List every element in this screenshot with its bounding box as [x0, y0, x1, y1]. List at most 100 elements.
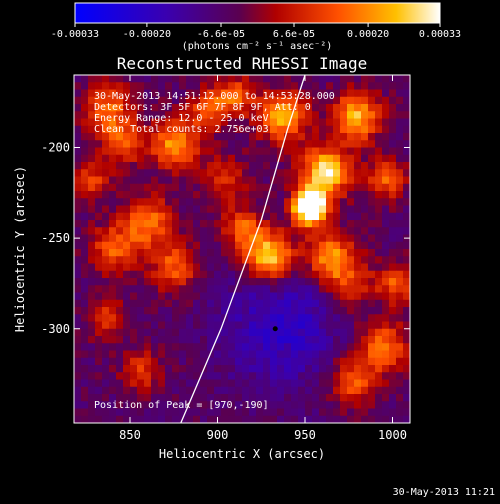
heatmap-cell	[88, 118, 96, 127]
heatmap-cell	[284, 256, 292, 265]
heatmap-cell	[256, 205, 264, 214]
heatmap-cell	[305, 263, 313, 272]
heatmap-cell	[137, 82, 145, 91]
heatmap-cell	[277, 314, 285, 323]
heatmap-cell	[151, 176, 159, 185]
heatmap-cell	[326, 125, 334, 134]
heatmap-cell	[361, 191, 369, 199]
heatmap-cell	[361, 111, 369, 120]
footer-timestamp: 30-May-2013 11:21	[393, 487, 495, 498]
heatmap-cell	[193, 350, 201, 359]
heatmap-cell	[284, 82, 292, 91]
heatmap-cell	[305, 350, 313, 359]
heatmap-cell	[95, 263, 103, 272]
heatmap-cell	[123, 133, 131, 141]
heatmap-cell	[361, 198, 369, 207]
heatmap-cell	[95, 104, 103, 112]
heatmap-cell	[396, 357, 404, 366]
heatmap-cell	[228, 89, 236, 98]
heatmap-cell	[298, 278, 306, 286]
heatmap-cell	[151, 191, 159, 199]
heatmap-cell	[221, 96, 229, 105]
heatmap-cell	[312, 386, 320, 395]
heatmap-cell	[74, 147, 82, 156]
heatmap-cell	[116, 205, 124, 214]
heatmap-cell	[179, 365, 187, 373]
heatmap-cell	[375, 198, 383, 207]
heatmap-cell	[81, 343, 89, 352]
heatmap-cell	[207, 379, 215, 388]
heatmap-cell	[130, 104, 138, 112]
heatmap-cell	[270, 154, 278, 163]
heatmap-cell	[347, 227, 355, 236]
heatmap-cell	[291, 227, 299, 236]
heatmap-cell	[151, 314, 159, 323]
heatmap-cell	[165, 133, 173, 141]
heatmap-cell	[333, 299, 341, 308]
heatmap-cell	[403, 118, 410, 127]
heatmap-cell	[221, 379, 229, 388]
heatmap-cell	[165, 176, 173, 185]
heatmap-cell	[361, 75, 369, 83]
heatmap-cell	[298, 220, 306, 228]
heatmap-cell	[186, 408, 194, 417]
heatmap-cell	[165, 299, 173, 308]
heatmap-cell	[249, 328, 257, 337]
heatmap-cell	[74, 176, 82, 185]
heatmap-cell	[130, 227, 138, 236]
heatmap-cell	[109, 415, 117, 423]
heatmap-cell	[165, 292, 173, 301]
heatmap-cell	[81, 336, 89, 344]
heatmap-cell	[361, 183, 369, 192]
heatmap-cell	[256, 292, 264, 301]
heatmap-cell	[179, 372, 187, 381]
heatmap-cell	[186, 350, 194, 359]
heatmap-cell	[172, 162, 180, 170]
heatmap-cell	[361, 299, 369, 308]
heatmap-cell	[116, 234, 124, 243]
heatmap-cell	[277, 386, 285, 395]
heatmap-cell	[326, 270, 334, 279]
heatmap-cell	[263, 365, 271, 373]
heatmap-cell	[137, 96, 145, 105]
heatmap-cell	[151, 263, 159, 272]
heatmap-cell	[326, 82, 334, 91]
heatmap-cell	[396, 118, 404, 127]
heatmap-cell	[179, 270, 187, 279]
heatmap-cell	[88, 162, 96, 170]
annotation-peak-position: Position of Peak = [970,-190]	[94, 400, 269, 411]
heatmap-cell	[200, 270, 208, 279]
heatmap-cell	[102, 191, 110, 199]
heatmap-cell	[88, 249, 96, 257]
heatmap-cell	[284, 408, 292, 417]
heatmap-cell	[305, 241, 313, 250]
heatmap-cell	[186, 394, 194, 402]
heatmap-cell	[340, 111, 348, 120]
heatmap-cell	[186, 154, 194, 163]
heatmap-cell	[158, 321, 166, 330]
heatmap-cell	[235, 336, 243, 344]
heatmap-cell	[249, 386, 257, 395]
heatmap-cell	[81, 372, 89, 381]
heatmap-cell	[291, 408, 299, 417]
heatmap-cell	[81, 292, 89, 301]
heatmap-cell	[305, 321, 313, 330]
heatmap-cell	[312, 263, 320, 272]
heatmap-cell	[270, 183, 278, 192]
heatmap-cell	[200, 394, 208, 402]
heatmap-cell	[361, 234, 369, 243]
heatmap-cell	[242, 227, 250, 236]
heatmap-cell	[123, 176, 131, 185]
heatmap-cell	[277, 111, 285, 120]
heatmap-cell	[116, 89, 124, 98]
heatmap-cell	[102, 372, 110, 381]
heatmap-cell	[144, 140, 152, 149]
heatmap-cell	[144, 314, 152, 323]
heatmap-cell	[214, 372, 222, 381]
heatmap-cell	[389, 343, 397, 352]
heatmap-cell	[249, 147, 257, 156]
heatmap-cell	[291, 154, 299, 163]
heatmap-cell	[249, 343, 257, 352]
heatmap-cell	[207, 198, 215, 207]
heatmap-cell	[200, 285, 208, 294]
